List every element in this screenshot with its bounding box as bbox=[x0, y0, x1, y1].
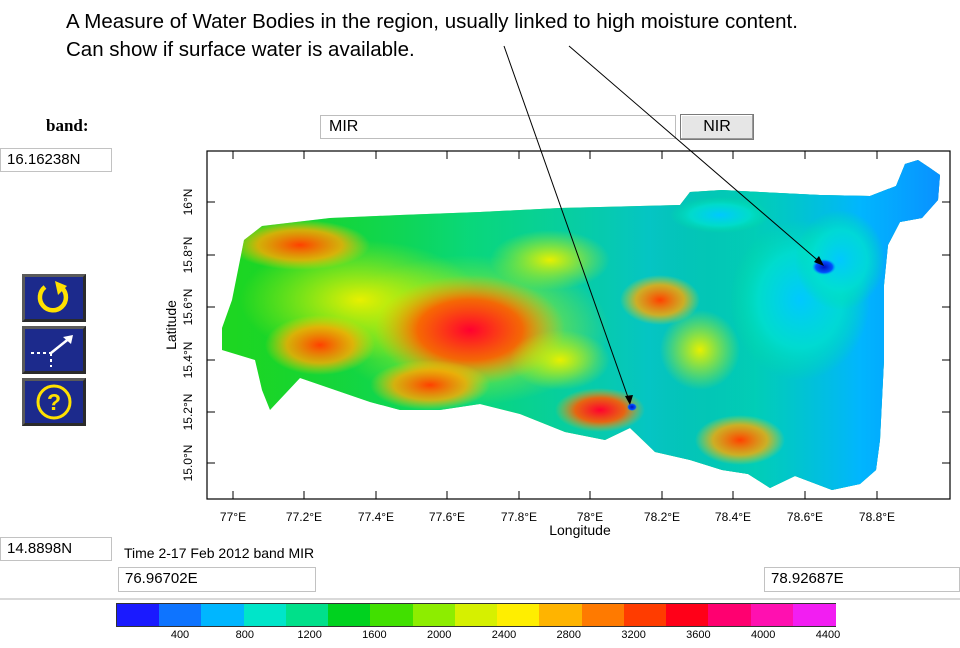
colorbar-tick-label: 4000 bbox=[751, 629, 775, 641]
x-tick-label: 78.6°E bbox=[787, 510, 823, 524]
x-tick-label: 77.6°E bbox=[429, 510, 465, 524]
colorbar-labels: 400 800 1200 1600 2000 2400 2800 3200 3600 4000 44… bbox=[116, 627, 836, 648]
x-tick-label: 77.8°E bbox=[501, 510, 537, 524]
colorbar-segment bbox=[117, 604, 160, 626]
y-tick-label: 15.8°N bbox=[181, 237, 195, 274]
colorbar-segment bbox=[708, 604, 751, 626]
x-tick-label: 78.8°E bbox=[859, 510, 895, 524]
colorbar-segment bbox=[244, 604, 287, 626]
y-tick-label: 16°N bbox=[181, 189, 195, 216]
colorbar-segment bbox=[370, 604, 413, 626]
colorbar-segment bbox=[624, 604, 667, 626]
colorbar-segment bbox=[413, 604, 456, 626]
map-plot: 15.0°N 15.2°N 15.4°N 15.6°N 15.8°N 16°N … bbox=[0, 0, 960, 600]
y-tick-label: 15.6°N bbox=[181, 289, 195, 326]
colorbar-segment bbox=[666, 604, 709, 626]
colorbar-tick-label: 1200 bbox=[297, 629, 321, 641]
x-tick-label: 77.2°E bbox=[286, 510, 322, 524]
y-tick-label: 15.0°N bbox=[181, 445, 195, 482]
colorbar-tick-label: 2000 bbox=[427, 629, 451, 641]
colorbar-segment bbox=[793, 604, 836, 626]
colorbar-tick-label: 400 bbox=[171, 629, 189, 641]
x-tick-label: 78.2°E bbox=[644, 510, 680, 524]
colorbar bbox=[116, 603, 836, 627]
x-axis-label: Longitude bbox=[549, 522, 611, 538]
colorbar-segment bbox=[201, 604, 244, 626]
colorbar-tick-label: 2800 bbox=[557, 629, 581, 641]
x-tick-label: 77°E bbox=[220, 510, 246, 524]
colorbar-segment bbox=[328, 604, 371, 626]
colorbar-tick-label: 800 bbox=[236, 629, 254, 641]
colorbar-tick-label: 1600 bbox=[362, 629, 386, 641]
colorbar-segment bbox=[539, 604, 582, 626]
plot-caption: Time 2-17 Feb 2012 band MIR bbox=[124, 545, 314, 561]
colorbar-segment bbox=[455, 604, 498, 626]
y-tick-label: 15.4°N bbox=[181, 342, 195, 379]
y-axis-label: Latitude bbox=[163, 300, 179, 350]
y-tick-label: 15.2°N bbox=[181, 394, 195, 431]
colorbar-tick-label: 4400 bbox=[816, 629, 840, 641]
colorbar-segment bbox=[286, 604, 329, 626]
x-tick-label: 77.4°E bbox=[358, 510, 394, 524]
colorbar-segment bbox=[497, 604, 540, 626]
x-tick-label: 78.4°E bbox=[715, 510, 751, 524]
colorbar-tick-label: 3600 bbox=[686, 629, 710, 641]
colorbar-tick-label: 2400 bbox=[492, 629, 516, 641]
colorbar-tick-label: 3200 bbox=[621, 629, 645, 641]
colorbar-segment bbox=[751, 604, 794, 626]
divider bbox=[0, 598, 960, 600]
colorbar-segment bbox=[582, 604, 625, 626]
colorbar-segment bbox=[159, 604, 202, 626]
